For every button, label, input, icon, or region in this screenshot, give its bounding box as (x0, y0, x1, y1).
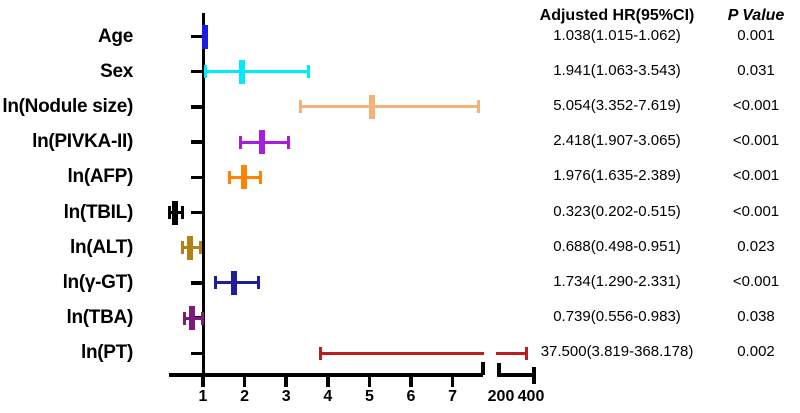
row-label: ln(γ-GT) (62, 271, 134, 293)
x-tick-label: 1 (198, 388, 208, 405)
y-axis-tick (191, 34, 204, 39)
ci-cap-left (204, 65, 208, 79)
x-tick-label: 5 (364, 388, 374, 405)
row-label: ln(TBIL) (63, 201, 134, 223)
p-value: 0.001 (737, 26, 775, 44)
ci-cap-right (256, 276, 260, 290)
hr-marker (258, 130, 265, 155)
ci-cap-right (287, 135, 291, 149)
y-axis-tick (191, 351, 204, 356)
x-tick-label: 200 (487, 388, 515, 405)
x-tick (284, 376, 288, 387)
x-tick (201, 376, 205, 387)
y-axis-line (201, 13, 205, 375)
row-label: Age (98, 25, 133, 47)
hr-marker (230, 270, 237, 295)
ci-cap-left (318, 346, 322, 360)
x-axis-break-left-cap (497, 363, 501, 376)
y-axis-tick (191, 140, 204, 144)
p-value: 0.002 (737, 343, 775, 361)
x-tick (326, 376, 330, 387)
ci-cap-left (183, 311, 187, 325)
x-axis-break-segment (497, 373, 535, 377)
x-tick-label: 2 (240, 388, 250, 405)
x-tick-label: 7 (448, 388, 458, 405)
hr-value: 1.941(1.063-3.543) (553, 61, 681, 79)
hr-marker (240, 165, 247, 190)
hr-value: 5.054(3.352-7.619) (553, 96, 681, 114)
ci-cap-right (476, 100, 480, 114)
x-axis-line (169, 373, 483, 377)
p-value: 0.023 (737, 237, 775, 255)
ci-line-after-break (496, 351, 527, 355)
x-tick (450, 376, 455, 387)
x-tick (409, 376, 413, 387)
ci-cap-right (181, 206, 185, 219)
p-value: <0.001 (732, 167, 780, 185)
y-axis-tick (191, 210, 204, 215)
y-axis-tick (191, 105, 204, 109)
p-value: 0.031 (737, 61, 775, 79)
ci-line (215, 281, 259, 285)
row-label: ln(AFP) (67, 166, 134, 188)
p-value: <0.001 (732, 96, 780, 114)
y-axis-tick (191, 175, 204, 180)
p-value: <0.001 (732, 132, 780, 150)
x-tick-label: 3 (281, 388, 291, 405)
x-tick-label: 4 (323, 388, 333, 405)
y-axis-tick (191, 281, 204, 285)
x-axis-break-right-cap (531, 367, 536, 384)
row-label: ln(PT) (80, 342, 133, 364)
hr-value: 0.323(0.202-0.515) (553, 202, 681, 220)
y-axis-tick (191, 69, 204, 74)
x-tick-label: 6 (406, 388, 416, 405)
ci-line (205, 70, 309, 74)
hr-value: 37.500(3.819-368.178) (540, 343, 694, 361)
hr-value: 1.038(1.015-1.062) (553, 26, 681, 44)
ci-cap-left (213, 276, 217, 290)
row-label: Sex (100, 60, 133, 82)
ci-cap-right (200, 311, 204, 325)
ci-cap-right (524, 346, 528, 360)
hr-marker (368, 94, 375, 119)
hr-marker (187, 235, 194, 260)
x-tick-label: 400 (517, 388, 545, 405)
hr-value: 1.976(1.635-2.389) (553, 167, 681, 185)
row-label: ln(Nodule size) (2, 95, 133, 117)
row-label: ln(TBA) (66, 307, 134, 329)
hr-value: 1.734(1.290-2.331) (553, 272, 681, 290)
x-axis-end-cap (480, 362, 485, 375)
hr-value: 2.418(1.907-3.065) (553, 132, 681, 150)
p-value: 0.038 (737, 308, 775, 326)
column-header-p-value: P Value (727, 7, 785, 24)
hr-value: 0.688(0.498-0.951) (553, 237, 681, 255)
ci-cap-left (180, 241, 184, 255)
ci-cap-left (239, 135, 243, 149)
hr-marker (189, 306, 196, 331)
ci-cap-left (227, 170, 231, 184)
hr-value: 0.739(0.556-0.983) (553, 308, 681, 326)
hr-marker (171, 200, 178, 225)
ci-line (300, 105, 479, 109)
p-value: <0.001 (732, 202, 780, 220)
row-label: ln(PIVKA-II) (32, 131, 133, 153)
p-value: <0.001 (732, 272, 780, 290)
hr-marker (239, 59, 246, 84)
row-label: ln(ALT) (70, 236, 133, 258)
ci-cap-left (168, 206, 172, 219)
ci-cap-right (259, 170, 263, 184)
ci-cap-left (299, 100, 303, 114)
x-tick (367, 376, 372, 387)
x-tick (242, 376, 247, 387)
ci-cap-right (199, 241, 203, 255)
ci-line (320, 351, 484, 355)
hr-marker (201, 24, 208, 49)
ci-cap-right (307, 65, 311, 79)
column-header-adjusted-hr: Adjusted HR(95%CI) (539, 7, 695, 24)
